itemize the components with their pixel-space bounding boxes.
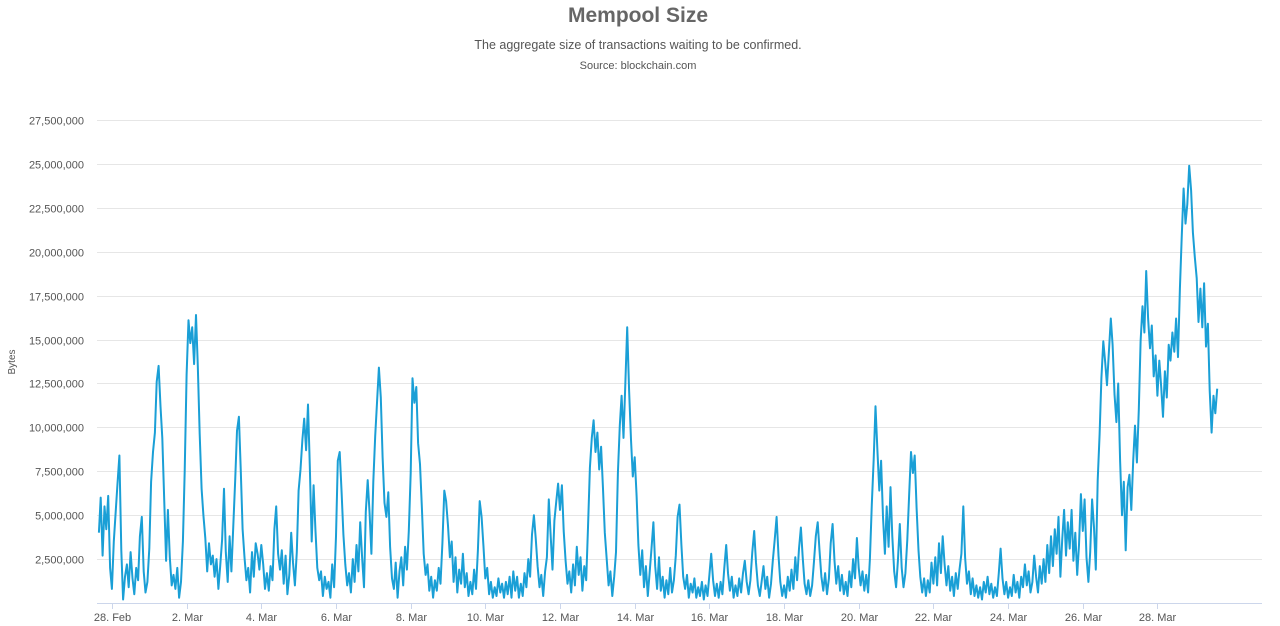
x-tick-label: 18. Mar — [766, 612, 804, 624]
x-tick-label: 10. Mar — [467, 612, 505, 624]
gridlines — [97, 120, 1262, 560]
x-tick-label: 6. Mar — [321, 612, 353, 624]
x-tick-label: 14. Mar — [617, 612, 655, 624]
y-tick-label: 7,500,000 — [35, 467, 84, 479]
y-tick-label: 20,000,000 — [29, 248, 84, 260]
y-tick-label: 10,000,000 — [29, 423, 84, 435]
x-tick-label: 16. Mar — [691, 612, 729, 624]
x-tick-label: 24. Mar — [990, 612, 1028, 624]
x-tick-label: 22. Mar — [915, 612, 953, 624]
x-tick-label: 8. Mar — [396, 612, 428, 624]
y-tick-label: 22,500,000 — [29, 204, 84, 216]
y-tick-label: 5,000,000 — [35, 511, 84, 523]
y-axis-title: Bytes — [7, 349, 18, 374]
series-line — [97, 164, 1219, 601]
y-tick-label: 25,000,000 — [29, 160, 84, 172]
y-tick-label: 27,500,000 — [29, 116, 84, 128]
x-tick-label: 28. Mar — [1139, 612, 1177, 624]
y-tick-label: 2,500,000 — [35, 555, 84, 567]
y-tick-label: 15,000,000 — [29, 336, 84, 348]
chart-title: Mempool Size — [567, 4, 709, 27]
x-tick-label: 20. Mar — [841, 612, 879, 624]
y-axis-ticks: 2,500,000 5,000,000 7,500,000 10,000,000 12,… — [29, 116, 84, 567]
x-axis-ticks: 28. Feb 2. Mar 4. Mar 6. Mar 8. Mar 10. Mar 12… — [94, 603, 1177, 624]
x-tick-label: 28. Feb — [94, 612, 131, 624]
y-tick-label: 17,500,000 — [29, 292, 84, 304]
x-tick-label: 26. Mar — [1065, 612, 1103, 624]
chart-source: Source: blockchain.com — [579, 60, 697, 72]
x-tick-label: 4. Mar — [246, 612, 278, 624]
chart-subtitle: The aggregate size of transactions waiti… — [474, 38, 802, 52]
plot-area — [97, 164, 1219, 601]
x-tick-label: 2. Mar — [172, 612, 204, 624]
y-tick-label: 12,500,000 — [29, 379, 84, 391]
x-tick-label: 12. Mar — [542, 612, 580, 624]
